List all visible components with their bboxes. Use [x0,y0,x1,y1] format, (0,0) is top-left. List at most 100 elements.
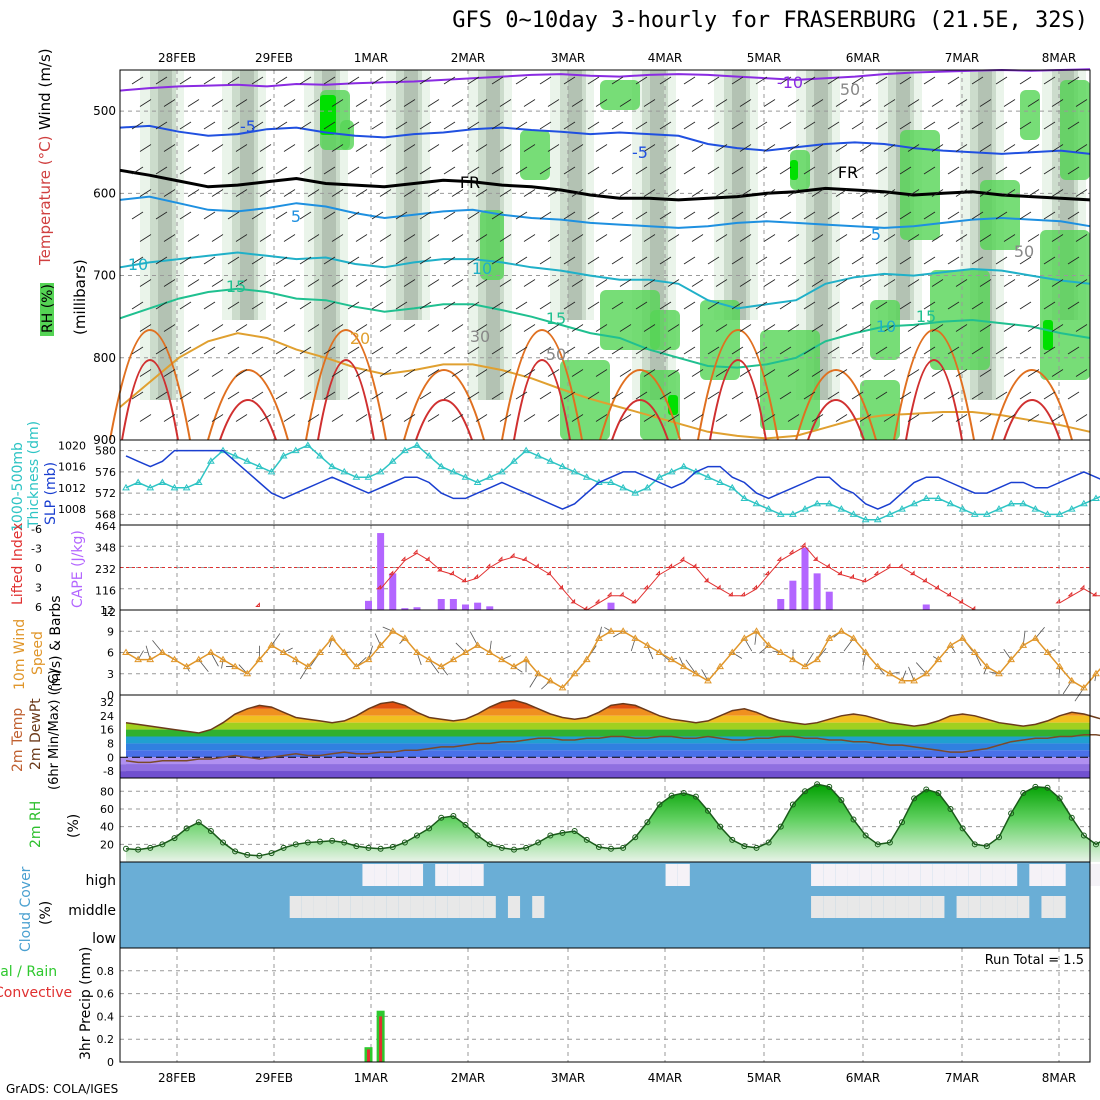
wind-barb [883,414,896,422]
wind-speed-series [125,630,1100,689]
wind-barb [1051,144,1064,152]
rh2m-series-marker [171,835,178,842]
wind-barb [1003,279,1016,287]
cape-bar [462,604,469,610]
wind-speed-series-marker [449,655,458,663]
y-tick-right: 232 [95,563,116,576]
wind-barb [587,301,600,310]
wind-barb [731,256,744,265]
wind-barb [923,256,936,265]
wind-barb [875,211,888,220]
y-tick-left: -6 [31,523,42,536]
cloud-middle-clear [483,896,496,918]
temp-band-cold [120,764,1090,772]
rh2m-series-marker [559,829,566,836]
thickness-series-marker [194,478,203,485]
temp-band [126,750,1090,758]
lifted-index-marker [558,584,564,590]
wind-barb [635,391,648,400]
wind-barb [547,99,560,107]
y-tick-label: 16 [100,724,114,737]
lifted-index-marker [461,577,467,583]
contour-label: 50 [1014,242,1034,261]
date-label-top: 5MAR [747,51,782,65]
wind-barb [731,391,744,400]
wind-barb [235,414,248,422]
lifted-index-marker [618,591,624,597]
wind-barb [1051,279,1064,287]
wind-barb [399,638,406,644]
rh-saturated-patch [1043,320,1053,350]
rh2m-series-marker [486,841,493,848]
wind-barb [763,144,776,152]
wind-barb [883,279,896,287]
wind-barb [235,234,248,242]
wind-barb [787,144,800,152]
cloud-high-clear [847,864,860,886]
wind-barb [395,346,408,355]
isotherm-line [119,168,1091,202]
rh2m-series-marker [159,841,166,848]
wind-barb [683,211,696,220]
wind-barb [587,346,600,355]
wind-barb [1027,144,1040,152]
wind-barb [1051,324,1064,332]
wind-barb [983,666,988,675]
wind-speed-series-marker [1031,634,1040,641]
rh-humid-patch [1020,90,1040,140]
thickness-series-marker [449,467,458,475]
wind-barb [467,346,480,355]
cloud-middle-clear [289,896,302,918]
wind-barb [659,346,672,355]
y-tick-label: 0 [107,751,114,764]
rh2m-series-marker [935,790,942,797]
cloud-middle-clear [932,896,945,918]
wind-barb [707,391,720,400]
cloud-middle-clear [447,896,460,918]
lifted-index-marker [485,563,491,569]
wind-barb [883,144,896,152]
thickness-series-marker [958,505,967,512]
wind-barb [883,189,896,197]
lifted-index-marker [861,577,867,583]
cape-bar [413,607,421,610]
wind-barb [787,369,800,377]
wind-barb [227,166,240,175]
wind-barb [299,76,312,85]
wind-barb [779,256,792,265]
wind-speed-series-marker [788,655,797,663]
wind-speed-series-marker [364,655,373,663]
wind-barb [155,391,168,400]
wind-barb [707,211,720,220]
wind-barb [851,256,864,265]
warm-isotherm [513,359,571,441]
wind-barb [931,144,944,152]
thickness-series-marker [158,478,167,485]
wind-barb [595,189,608,197]
wind-speed-series-marker [922,669,931,677]
wind-barb [643,189,656,197]
date-label-bottom: 1MAR [354,1071,389,1085]
cloud-high-clear [920,864,933,886]
y-tick-label: 800 [93,351,116,365]
lifted-index-marker [740,591,745,597]
y-tick-label: 700 [93,269,116,283]
wind-barb [707,76,720,85]
lifted-index-marker [570,598,576,604]
date-label-top: 29FEB [255,51,293,65]
wind-speed-series-marker [643,641,652,648]
thickness-series-marker [582,473,591,480]
wind-barb [283,189,296,197]
rh2m-series-marker [329,837,336,844]
wind-barb [155,121,168,130]
cloud-high-clear [932,864,945,886]
rh2m-series-marker [996,834,1002,841]
lifted-index-marker [812,556,818,561]
wind-barb [995,166,1008,175]
warm-isotherm [795,369,877,441]
wind-barb [499,189,512,197]
cloud-high-clear [883,864,896,886]
wind-barb [203,76,216,85]
wind-barb [440,666,449,676]
rh2m-series-marker [353,843,360,850]
